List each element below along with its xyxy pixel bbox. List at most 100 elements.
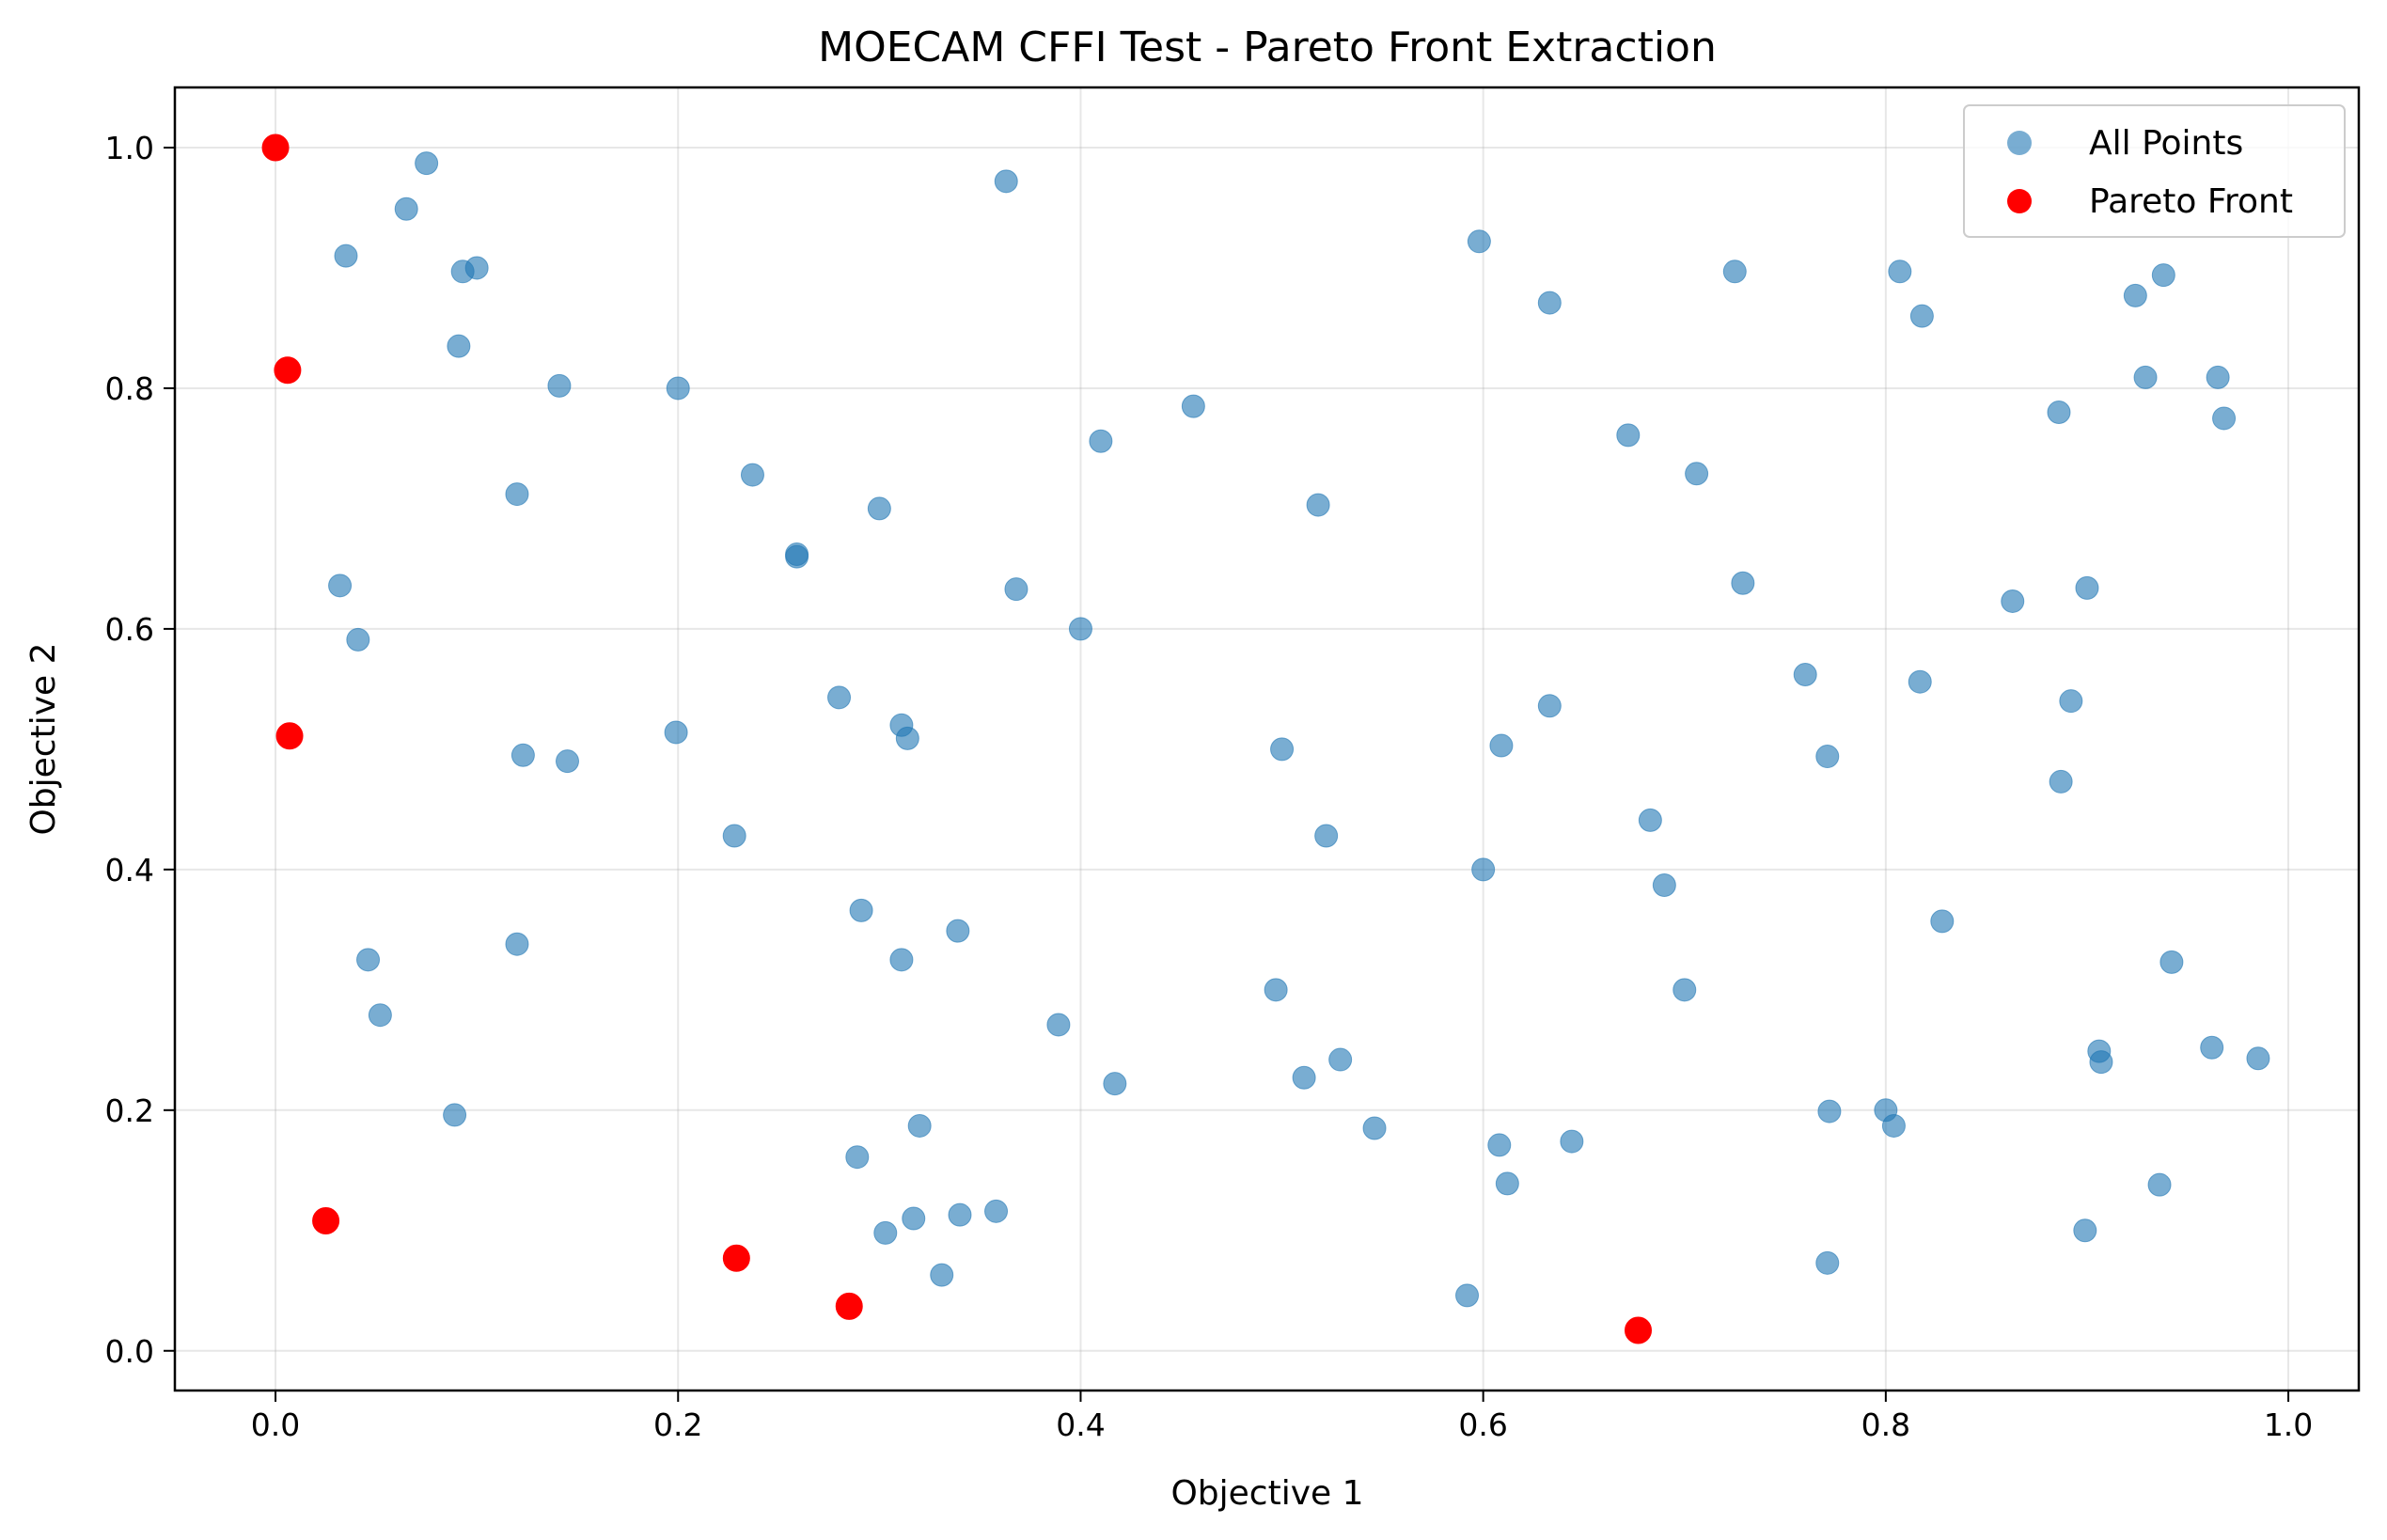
all-points-marker <box>2059 689 2083 714</box>
grid-lines <box>175 87 2359 1391</box>
all-points-marker <box>1815 745 1840 769</box>
y-tick-label: 0.2 <box>105 1092 154 1129</box>
pareto-front-marker <box>1625 1316 1653 1344</box>
all-points-marker <box>845 1145 870 1170</box>
all-points-marker <box>873 1220 898 1245</box>
all-points-marker <box>1908 669 1932 694</box>
all-points-marker <box>1685 462 1709 486</box>
all-points-marker <box>722 824 746 848</box>
all-points-marker <box>1103 1072 1127 1096</box>
all-points-marker <box>1471 857 1496 882</box>
all-points-marker <box>1793 663 1817 687</box>
all-points-marker <box>1495 1171 1519 1196</box>
all-points-marker <box>1362 1116 1387 1140</box>
all-points-marker <box>2159 950 2184 974</box>
all-points-marker <box>1560 1129 1584 1154</box>
all-points-marker <box>740 463 764 487</box>
all-points-marker <box>867 496 891 521</box>
all-points-marker <box>664 720 688 745</box>
all-points-marker <box>1068 617 1092 641</box>
all-points-marker <box>1181 394 1205 418</box>
all-points-marker <box>1292 1065 1316 1090</box>
all-points-marker <box>785 542 809 567</box>
x-axis-label: Objective 1 <box>1170 1474 1363 1513</box>
all-points-series <box>328 151 2270 1308</box>
all-points-marker <box>1270 737 1295 762</box>
all-points-marker <box>447 334 471 358</box>
pareto-front-marker <box>722 1244 750 1272</box>
x-tick-label: 0.8 <box>1861 1406 1910 1443</box>
all-points-marker <box>464 256 489 280</box>
y-tick-label: 0.6 <box>105 611 154 648</box>
all-points-marker <box>1722 259 1747 284</box>
all-points-marker <box>1817 1099 1842 1124</box>
all-points-marker <box>1881 1113 1906 1138</box>
all-points-marker <box>2133 365 2158 389</box>
all-points-marker <box>356 948 381 972</box>
legend: All Points Pareto Front <box>1963 104 2346 238</box>
all-points-marker <box>2047 401 2071 425</box>
all-points-marker <box>1815 1250 1840 1275</box>
pareto-front-series <box>261 134 1653 1344</box>
all-points-marker <box>2200 1035 2224 1060</box>
x-tick-label: 0.2 <box>653 1406 702 1443</box>
all-points-marker <box>547 373 572 398</box>
all-points-marker <box>2049 769 2073 794</box>
all-points-marker <box>1264 978 1288 1002</box>
all-points-marker <box>1537 694 1562 718</box>
legend-box <box>1963 104 2346 238</box>
x-tick-label: 0.0 <box>251 1406 300 1443</box>
chart-title: MOECAM CFFI Test - Pareto Front Extracti… <box>818 24 1717 71</box>
all-points-marker <box>555 749 579 774</box>
legend-label-all-points: All Points <box>2089 124 2243 163</box>
y-tick-label: 1.0 <box>105 130 154 166</box>
all-points-marker <box>1467 229 1491 254</box>
x-tick-label: 0.4 <box>1056 1406 1105 1443</box>
all-points-marker <box>907 1113 932 1138</box>
all-points-marker <box>2075 575 2099 600</box>
y-tick-label: 0.0 <box>105 1333 154 1370</box>
all-points-marker <box>1489 733 1514 758</box>
all-points-marker <box>930 1263 954 1287</box>
all-points-marker <box>902 1206 926 1231</box>
all-points-marker <box>827 685 852 710</box>
all-points-marker <box>849 898 873 922</box>
all-points-marker <box>1537 291 1562 315</box>
data-points <box>261 134 2270 1344</box>
all-points-marker <box>1672 978 1697 1002</box>
all-points-marker <box>1004 577 1029 602</box>
all-points-marker <box>1731 571 1755 595</box>
all-points-marker <box>2212 406 2237 431</box>
pareto-front-marker <box>261 134 290 162</box>
all-points-marker <box>1306 493 1330 517</box>
all-points-marker <box>946 919 970 943</box>
all-points-marker <box>328 574 353 598</box>
all-points-marker <box>1638 808 1662 832</box>
legend-label-pareto-front: Pareto Front <box>2089 182 2293 221</box>
x-tick-label: 0.6 <box>1458 1406 1507 1443</box>
all-points-marker <box>895 726 919 750</box>
all-points-marker <box>443 1103 467 1127</box>
all-points-marker <box>415 151 439 176</box>
x-axis: 0.0 0.2 0.4 0.6 0.8 1.0 <box>251 1391 2313 1443</box>
all-points-marker <box>1487 1133 1512 1157</box>
all-points-marker <box>948 1202 972 1227</box>
all-points-marker <box>1909 304 1934 328</box>
x-tick-label: 1.0 <box>2264 1406 2313 1443</box>
all-points-marker <box>1652 872 1676 897</box>
all-points-marker <box>984 1199 1009 1223</box>
legend-marker-all-points <box>2007 131 2032 155</box>
all-points-marker <box>994 169 1018 194</box>
y-axis: 0.0 0.2 0.4 0.6 0.8 1.0 <box>105 130 175 1370</box>
pareto-front-marker <box>312 1207 340 1235</box>
all-points-marker <box>2246 1046 2270 1071</box>
all-points-marker <box>1455 1283 1480 1308</box>
all-points-marker <box>2123 283 2147 307</box>
all-points-marker <box>1930 909 1955 934</box>
all-points-marker <box>394 196 418 221</box>
pareto-front-marker <box>274 356 302 385</box>
all-points-marker <box>334 244 358 268</box>
all-points-marker <box>2206 365 2230 389</box>
